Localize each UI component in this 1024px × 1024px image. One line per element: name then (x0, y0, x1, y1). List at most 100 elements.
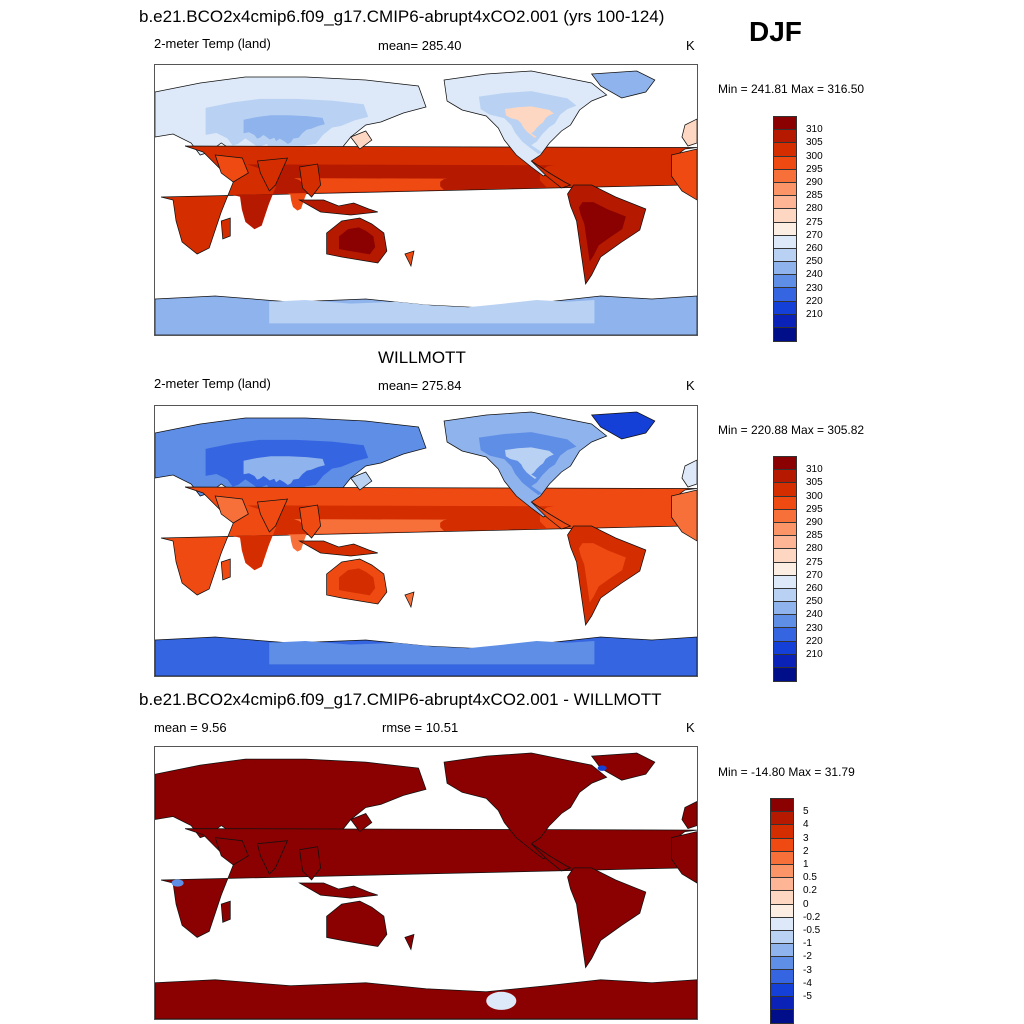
colorbar-tick-label: 270 (806, 569, 823, 581)
colorbar-box (771, 944, 793, 958)
colorbar-box (771, 930, 793, 945)
colorbar-tick-label: 220 (806, 295, 823, 307)
map-canvas (155, 70, 697, 335)
colorbar-tick-label: -4 (803, 977, 812, 989)
colorbar-tick-label: 240 (806, 609, 823, 621)
landmass-antarctica-inner (269, 300, 595, 324)
colorbar-tick-label: 4 (803, 819, 809, 831)
colorbar-box (771, 812, 793, 826)
colorbar-box (771, 1010, 793, 1024)
colorbar-box (774, 314, 796, 328)
colorbar-box (771, 891, 793, 905)
colorbar-box (774, 668, 796, 682)
landmass-europe-west (681, 459, 697, 488)
colorbar-tick-label: 2 (803, 845, 809, 857)
landmass-arabia-india (214, 495, 249, 524)
colorbar-box (774, 483, 796, 497)
colorbar-tick-label: 295 (806, 163, 823, 175)
colorbar-tick-label: 1 (803, 859, 809, 870)
panel-1-minmax: Min = 241.81 Max = 316.50 (718, 82, 865, 96)
colorbar-box (774, 575, 796, 589)
colorbar-box (771, 983, 793, 997)
colorbar-box (771, 799, 793, 813)
colorbar-box (774, 457, 796, 471)
map-canvas (155, 411, 697, 676)
colorbar-box (771, 864, 793, 879)
colorbar-tick-label: 305 (806, 477, 823, 489)
panel-3-rmse-label: rmse = 10.51 (382, 720, 459, 735)
colorbar-tick-label: 260 (806, 583, 823, 594)
landmass-madagascar (220, 558, 231, 581)
colorbar-box (774, 182, 796, 197)
colorbar-tick-label: -2 (803, 951, 812, 963)
landmass-eurasia-core (243, 115, 325, 144)
landmass-south-america-inner (578, 543, 626, 603)
landmass-greenland (590, 70, 656, 99)
landmass-north-america-core (505, 106, 554, 138)
panel-2-title: WILLMOTT (378, 348, 466, 367)
colorbar-tick-label: 285 (806, 530, 823, 542)
landmass-india (256, 498, 289, 533)
colorbar-box (771, 917, 793, 931)
landmass-central-america (531, 501, 572, 530)
landmass-north-america (443, 752, 608, 860)
panel-2-variable-label: 2-meter Temp (land) (154, 376, 271, 391)
landmass-south-america (567, 867, 647, 969)
colorbar-tick-label: 210 (806, 649, 823, 660)
anomaly-patch (597, 765, 607, 771)
colorbar-box (774, 549, 796, 563)
colorbar-tick-label: 3 (803, 832, 809, 844)
colorbar-tick-label: 270 (806, 229, 823, 241)
colorbar-box (774, 196, 796, 210)
colorbar-box (774, 522, 796, 537)
colorbar-tick-label: 260 (806, 243, 823, 254)
colorbar-box (774, 628, 796, 642)
landmass-se-asia (299, 504, 322, 539)
colorbar-box (771, 838, 793, 852)
panel-1-mean-label: mean= 285.40 (378, 38, 462, 53)
colorbar-tick-label: 250 (806, 256, 823, 268)
colorbar-box (771, 957, 793, 971)
colorbar-tick-label: -5 (803, 991, 812, 1002)
panel-3-map (154, 746, 698, 1020)
colorbar-box (774, 509, 796, 523)
landmass-greenland (590, 411, 656, 440)
colorbar-tick-label: 250 (806, 596, 823, 608)
landmass-se-asia (299, 163, 322, 198)
colorbar-tick-label: 230 (806, 622, 823, 634)
colorbar-tick-label: -0.5 (803, 925, 821, 936)
colorbar-tick-label: 285 (806, 190, 823, 202)
landmass-north-america-core (505, 447, 554, 479)
colorbar-tick-label: 5 (803, 806, 809, 818)
colorbar-box (774, 615, 796, 629)
season-label: DJF (749, 16, 802, 47)
colorbar-box (771, 878, 793, 892)
panel-1-map (154, 64, 698, 336)
colorbar-box (774, 156, 796, 170)
panel-2-minmax: Min = 220.88 Max = 305.82 (718, 423, 865, 437)
colorbar-tick-label: 230 (806, 282, 823, 294)
panel-2-colorbar (773, 456, 797, 683)
landmass-australia-inner (339, 227, 376, 255)
colorbar-box (774, 496, 796, 510)
colorbar-box (774, 641, 796, 655)
landmass-africa-core (286, 519, 448, 552)
colorbar-box (771, 970, 793, 984)
colorbar-box (774, 262, 796, 276)
panel-3-mean-label: mean = 9.56 (154, 720, 227, 735)
landmass-japan (350, 471, 373, 491)
landmass-se-asia (299, 846, 322, 881)
colorbar-tick-label: 0.5 (803, 872, 817, 884)
landmass-central-america (531, 160, 572, 189)
panel-3-colorbar (770, 798, 794, 1024)
colorbar-box (771, 996, 793, 1010)
anomaly-patch (171, 879, 184, 887)
landmass-indonesia (298, 540, 378, 557)
colorbar-tick-label: 0.2 (803, 885, 817, 897)
colorbar-tick-label: 295 (806, 503, 823, 515)
landmass-africa-west (671, 148, 697, 201)
colorbar-tick-label: 280 (806, 203, 823, 215)
colorbar-tick-label: 0 (803, 898, 809, 910)
colorbar-tick-label: 310 (806, 124, 823, 136)
panel-1-title: b.e21.BCO2x4cmip6.f09_g17.CMIP6-abrupt4x… (139, 7, 665, 26)
